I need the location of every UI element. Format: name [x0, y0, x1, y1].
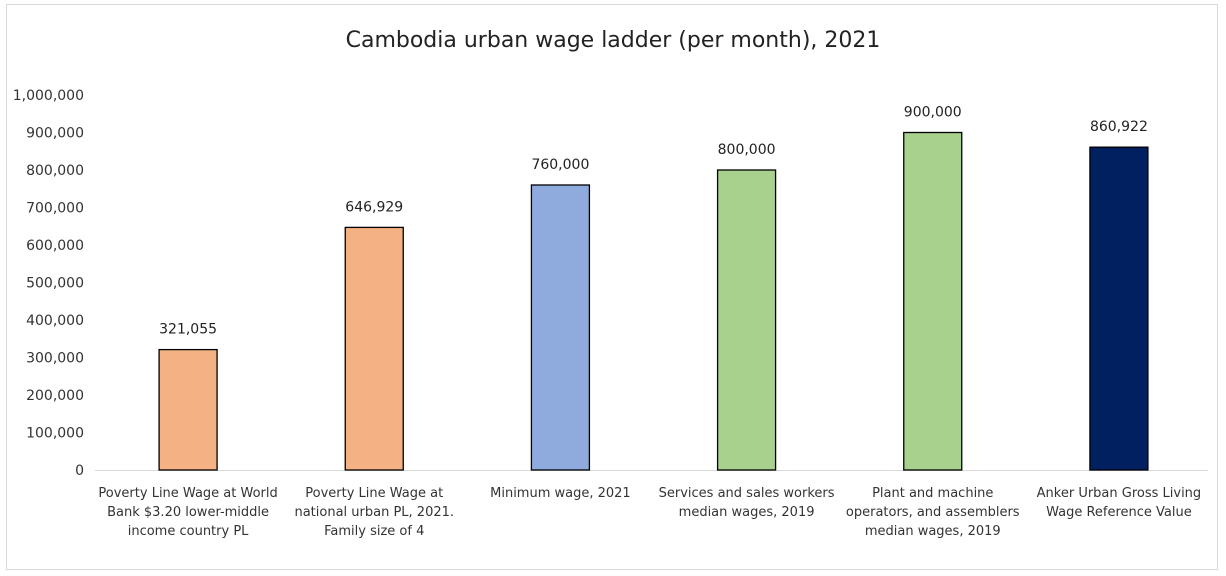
- bars: [158, 131, 1149, 471]
- y-tick-label: 400,000: [26, 313, 84, 329]
- category-label: Poverty Line Wage at national urban PL, 2…: [294, 486, 454, 539]
- y-axis: 0 100,000 200,000 300,000 400,000 500,000 600,…: [13, 88, 1208, 479]
- category-label: Poverty Line Wage at World Bank $3.20 low…: [98, 486, 277, 539]
- bar: [903, 131, 963, 471]
- category-label: Anker Urban Gross Living Wage Reference V…: [1037, 486, 1202, 520]
- y-tick-label: 600,000: [26, 238, 84, 254]
- y-tick-label: 1,000,000: [13, 88, 84, 104]
- category-labels: Poverty Line Wage at World Bank $3.20 low…: [98, 486, 1201, 539]
- bar: [716, 169, 777, 471]
- bar: [530, 184, 591, 471]
- y-tick-label: 500,000: [26, 276, 84, 292]
- category-label: Minimum wage, 2021: [490, 486, 631, 501]
- data-labels: 321,055 646,929 760,000 800,000 900,000 860,9…: [159, 105, 1148, 338]
- data-label: 760,000: [531, 157, 589, 173]
- data-label: 900,000: [904, 105, 962, 121]
- bar: [158, 348, 218, 471]
- category-label: Plant and machine operators, and assemble…: [846, 486, 1020, 539]
- y-tick-label: 300,000: [26, 351, 84, 367]
- y-tick-label: 700,000: [26, 201, 84, 217]
- category-label: Services and sales workers median wages, …: [659, 486, 835, 520]
- y-tick-label: 0: [75, 463, 84, 479]
- data-label: 646,929: [345, 199, 403, 215]
- y-tick-label: 100,000: [26, 426, 84, 442]
- data-label: 860,922: [1090, 119, 1148, 135]
- data-label: 321,055: [159, 322, 217, 338]
- data-label: 800,000: [718, 142, 776, 158]
- y-tick-label: 200,000: [26, 388, 84, 404]
- chart-title: Cambodia urban wage ladder (per month), …: [345, 28, 881, 53]
- bar: [344, 226, 404, 471]
- chart-frame: [6, 4, 1218, 570]
- y-tick-label: 900,000: [26, 126, 84, 142]
- y-tick-label: 800,000: [26, 163, 84, 179]
- bar: [1089, 146, 1149, 471]
